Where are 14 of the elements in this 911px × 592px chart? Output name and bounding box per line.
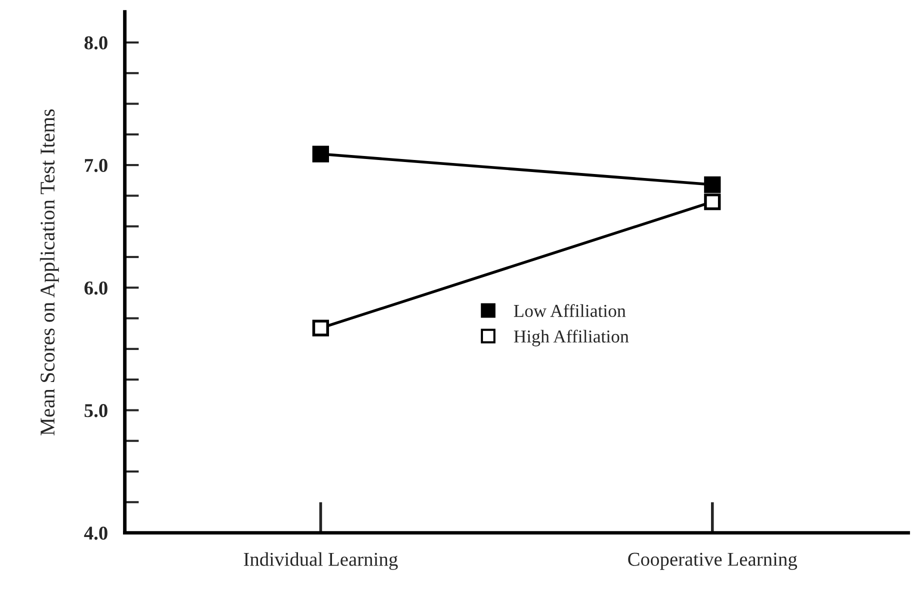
y-tick-label: 7.0 [84, 158, 108, 172]
legend-label: Low Affiliation [514, 304, 626, 318]
y-tick-label: 8.0 [84, 36, 108, 50]
x-tick-label: Cooperative Learning [628, 552, 798, 570]
y-axis-title: Mean Scores on Application Test Items [40, 109, 59, 436]
x-tick-label: Individual Learning [244, 552, 398, 570]
y-tick-label: 6.0 [84, 281, 108, 295]
point [312, 320, 330, 336]
legend-label: High Affiliation [514, 330, 629, 346]
y-tick-label: 5.0 [84, 404, 108, 418]
point [312, 146, 330, 162]
point [704, 194, 721, 210]
point [704, 176, 721, 194]
y-tick-label: 4.0 [84, 526, 108, 540]
